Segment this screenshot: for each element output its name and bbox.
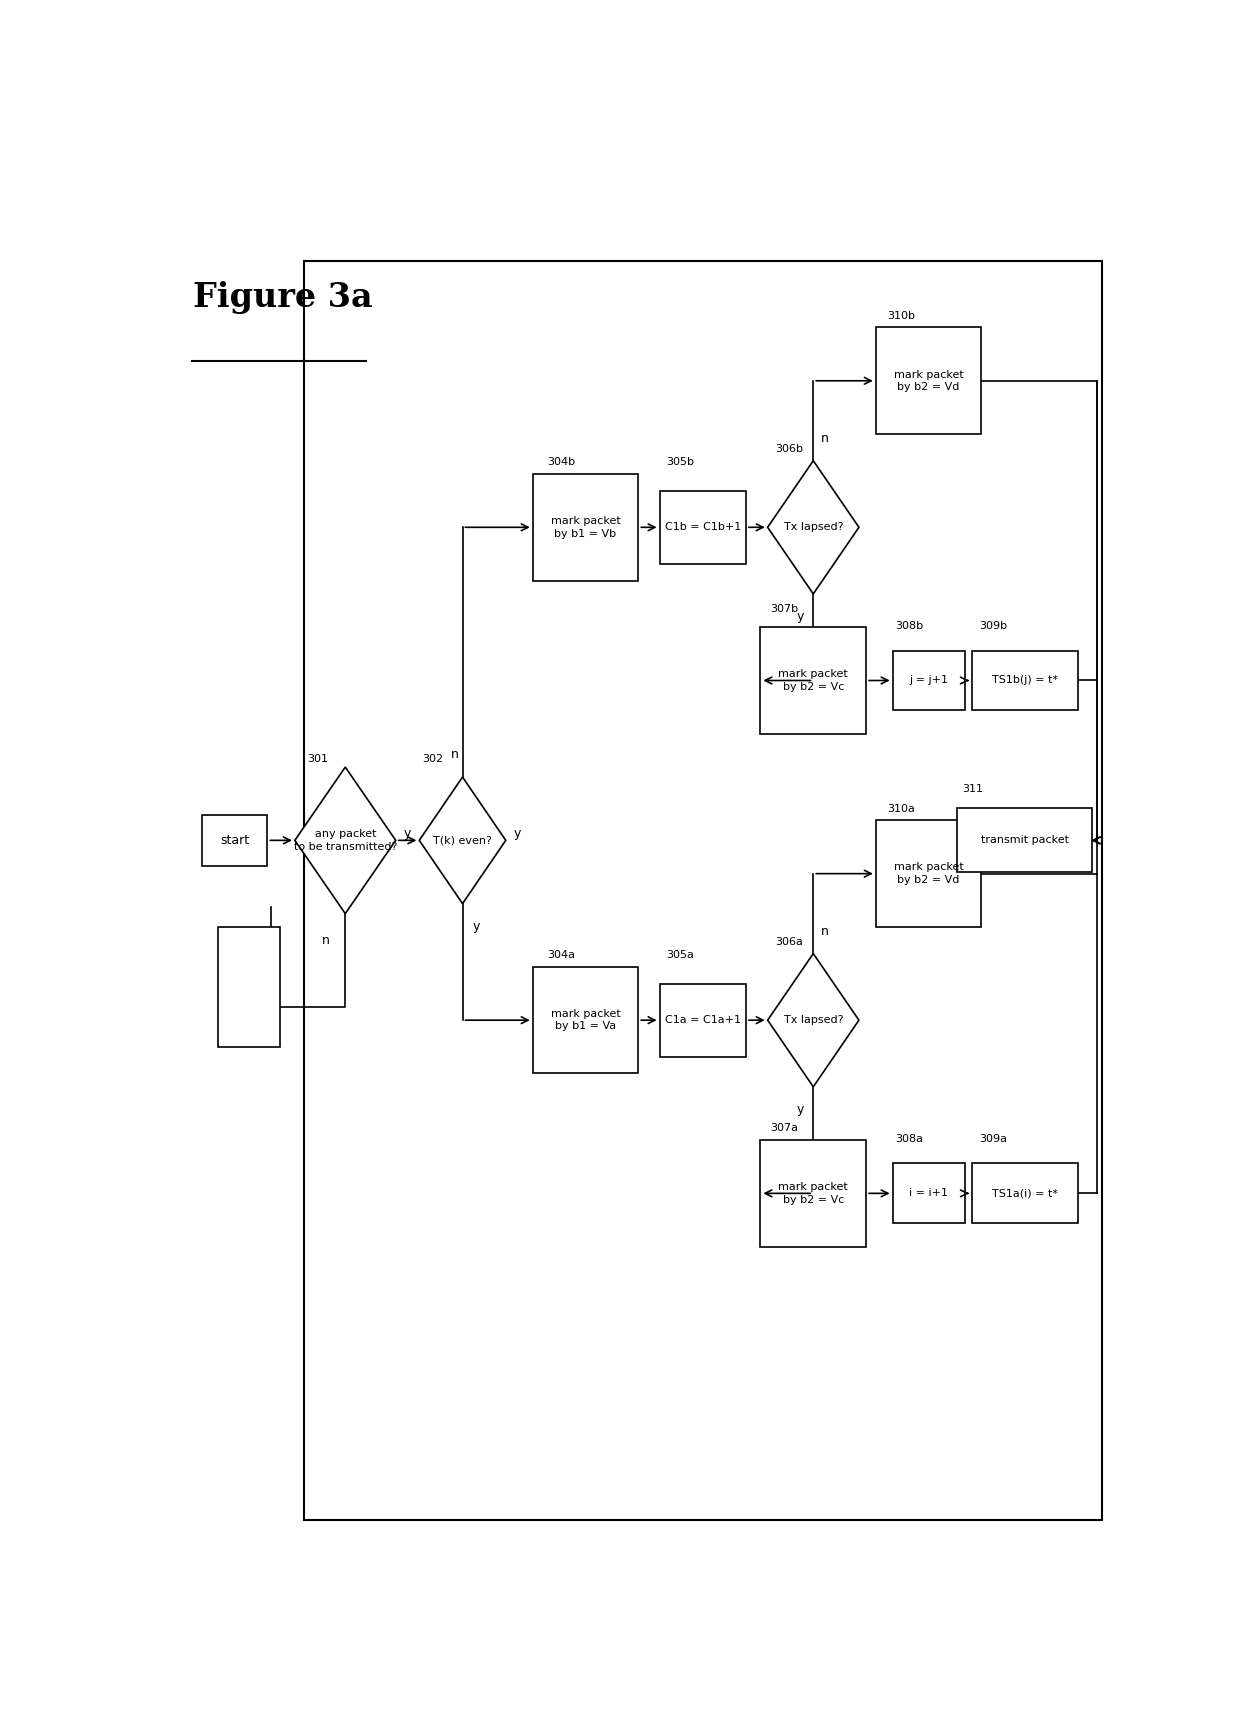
Text: n: n — [451, 747, 459, 761]
Text: mark packet
by b1 = Vb: mark packet by b1 = Vb — [551, 516, 620, 538]
Text: Tx lapsed?: Tx lapsed? — [784, 1016, 843, 1026]
Bar — [893, 1163, 965, 1223]
Bar — [533, 967, 639, 1073]
Polygon shape — [768, 953, 859, 1086]
Text: 310a: 310a — [888, 804, 915, 813]
Bar — [972, 1163, 1078, 1223]
Text: y: y — [472, 920, 480, 932]
Bar — [875, 327, 982, 434]
Bar — [533, 474, 639, 581]
Bar — [660, 491, 746, 564]
Text: 306b: 306b — [775, 445, 802, 453]
Text: mark packet
by b2 = Vd: mark packet by b2 = Vd — [894, 863, 963, 884]
Bar — [304, 261, 1101, 1519]
Polygon shape — [768, 460, 859, 593]
Text: any packet
to be transmitted?: any packet to be transmitted? — [294, 829, 397, 851]
Text: transmit packet: transmit packet — [981, 836, 1069, 846]
Text: n: n — [821, 432, 828, 445]
Text: 307b: 307b — [770, 604, 799, 614]
Bar — [760, 628, 866, 734]
Text: mark packet
by b2 = Vc: mark packet by b2 = Vc — [779, 670, 848, 692]
Text: 308b: 308b — [895, 621, 923, 631]
Text: 302: 302 — [422, 754, 443, 765]
Polygon shape — [295, 766, 396, 913]
Text: y: y — [403, 827, 410, 841]
Bar — [875, 820, 982, 927]
Text: Figure 3a: Figure 3a — [193, 280, 373, 313]
Bar — [957, 808, 1092, 872]
Text: 304b: 304b — [547, 457, 575, 467]
Text: TS1b(j) = t*: TS1b(j) = t* — [992, 675, 1058, 685]
Text: 301: 301 — [306, 754, 327, 765]
Text: start: start — [221, 834, 249, 848]
Text: TS1a(i) = t*: TS1a(i) = t* — [992, 1189, 1058, 1199]
Text: 311: 311 — [962, 784, 983, 794]
Bar — [218, 927, 280, 1047]
Text: 307a: 307a — [770, 1123, 799, 1133]
Text: mark packet
by b2 = Vc: mark packet by b2 = Vc — [779, 1182, 848, 1204]
Text: 309b: 309b — [980, 621, 1008, 631]
Text: 309a: 309a — [980, 1135, 1008, 1144]
Bar — [893, 650, 965, 711]
Bar — [760, 1140, 866, 1247]
Text: C1b = C1b+1: C1b = C1b+1 — [665, 522, 740, 533]
Text: y: y — [513, 827, 521, 841]
Bar — [972, 650, 1078, 711]
Text: n: n — [821, 924, 828, 938]
Text: n: n — [322, 934, 330, 946]
Text: 304a: 304a — [547, 950, 575, 960]
Text: y: y — [796, 611, 804, 623]
Text: 305b: 305b — [666, 457, 694, 467]
Text: y: y — [796, 1102, 804, 1116]
Bar — [660, 984, 746, 1057]
Polygon shape — [419, 777, 506, 903]
Text: 310b: 310b — [888, 311, 915, 320]
Text: Tx lapsed?: Tx lapsed? — [784, 522, 843, 533]
Text: 308a: 308a — [895, 1135, 923, 1144]
Text: 306a: 306a — [775, 938, 802, 946]
Text: 305a: 305a — [666, 950, 694, 960]
Text: i = i+1: i = i+1 — [909, 1189, 949, 1199]
Text: mark packet
by b2 = Vd: mark packet by b2 = Vd — [894, 370, 963, 393]
Text: mark packet
by b1 = Va: mark packet by b1 = Va — [551, 1009, 620, 1031]
Text: j = j+1: j = j+1 — [909, 675, 949, 685]
Text: C1a = C1a+1: C1a = C1a+1 — [665, 1016, 740, 1026]
Text: T(k) even?: T(k) even? — [433, 836, 492, 846]
Bar — [202, 815, 268, 865]
